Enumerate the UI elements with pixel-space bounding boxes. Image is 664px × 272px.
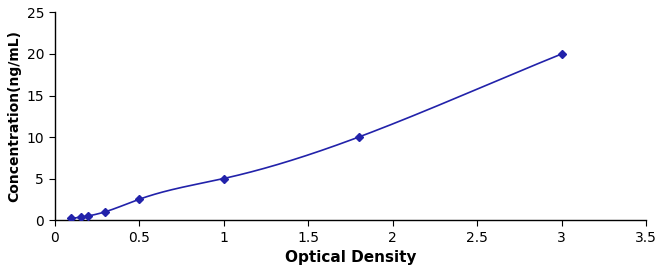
Y-axis label: Concentration(ng/mL): Concentration(ng/mL) — [7, 30, 21, 202]
X-axis label: Optical Density: Optical Density — [285, 250, 416, 265]
